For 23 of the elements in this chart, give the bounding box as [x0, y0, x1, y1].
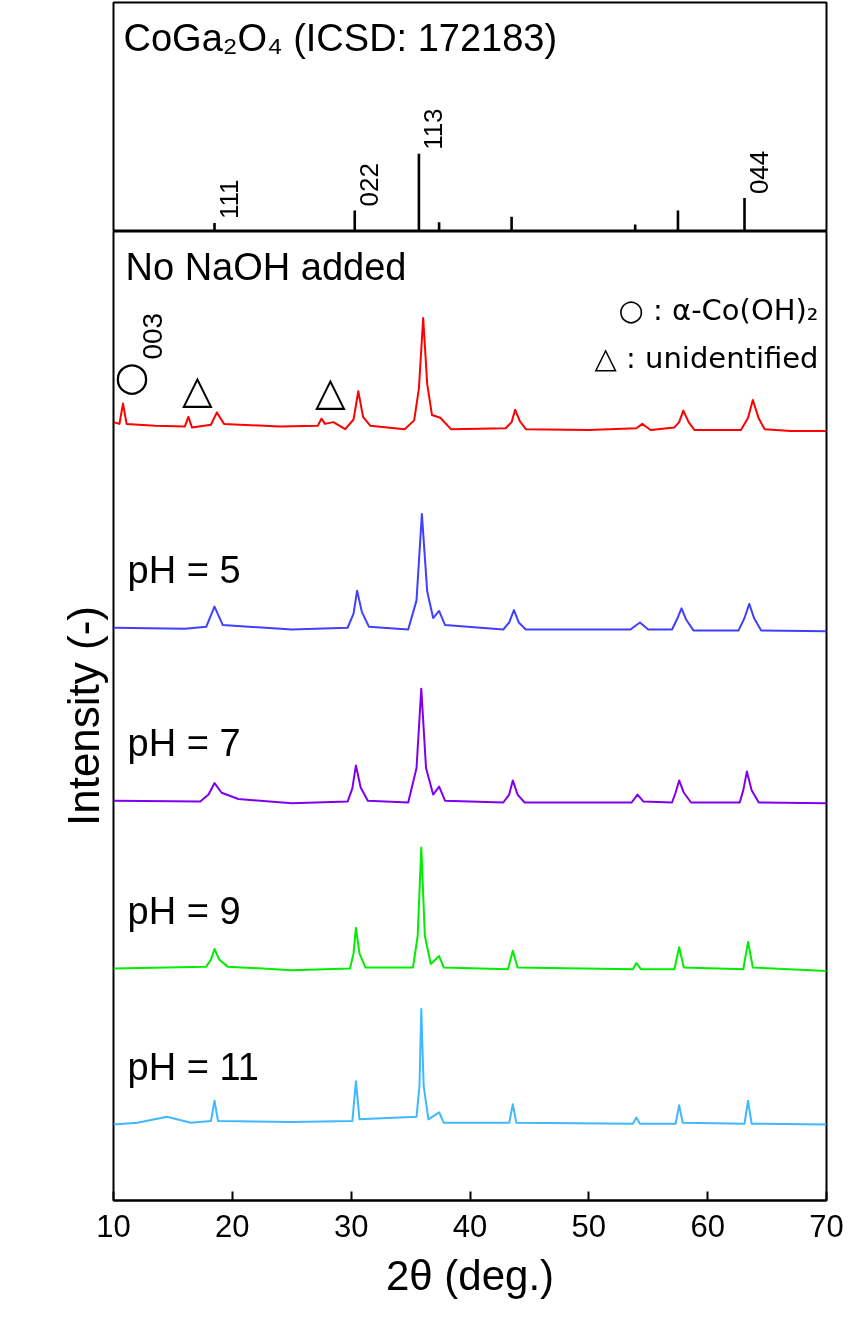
annotation: 111 [213, 179, 244, 219]
series-label: pH = 9 [127, 890, 241, 933]
y-axis-title: Intensity (-) [58, 605, 108, 827]
series-label: pH = 7 [127, 722, 241, 765]
annotation: △ [181, 365, 213, 412]
x-axis-title: 2θ (deg.) [385, 1251, 555, 1299]
x-tick-label: 70 [809, 1208, 844, 1244]
series-label: pH = 5 [127, 549, 241, 592]
series-label: pH = 11 [127, 1046, 259, 1089]
annotation: ○ : α-Co(OH)₂ [618, 292, 819, 327]
x-tick-label: 10 [96, 1208, 131, 1244]
x-tick-label: 40 [452, 1208, 488, 1244]
annotation: 044 [743, 150, 774, 195]
annotation: 113 [417, 108, 448, 150]
x-tick-label: 50 [571, 1208, 607, 1244]
annotation: △ : unidentified [594, 340, 819, 375]
x-tick-label: 60 [690, 1208, 725, 1244]
x-tick-label: 30 [333, 1208, 369, 1244]
x-tick-label: 20 [215, 1208, 250, 1244]
annotation: 022 [353, 163, 384, 207]
series-label: No NaOH added [125, 245, 407, 288]
annotation: △ [315, 367, 347, 414]
chart-title: CoGa₂O₄ (ICSD: 172183) [123, 16, 558, 59]
